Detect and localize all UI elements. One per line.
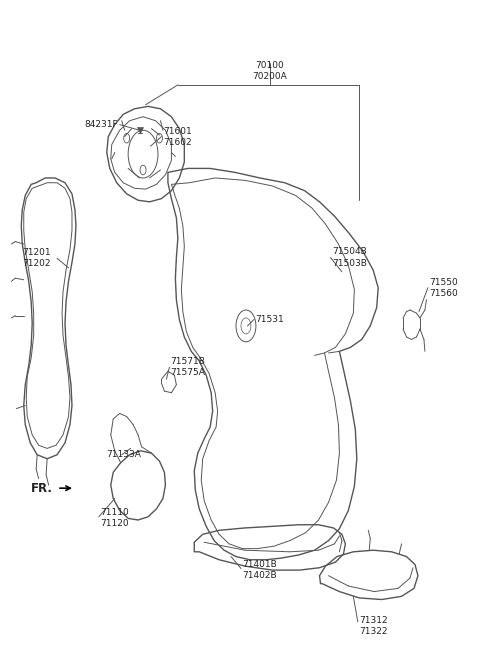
- Text: 71571B
71575A: 71571B 71575A: [170, 357, 205, 377]
- Text: 71550
71560: 71550 71560: [429, 278, 457, 298]
- Text: 71312
71322: 71312 71322: [360, 616, 388, 636]
- Text: FR.: FR.: [31, 481, 53, 495]
- Text: 71601
71602: 71601 71602: [163, 126, 192, 147]
- Text: 71133A: 71133A: [106, 450, 141, 459]
- Text: 84231F: 84231F: [84, 120, 118, 129]
- Text: 71401B
71402B: 71401B 71402B: [242, 560, 277, 580]
- Text: 70100
70200A: 70100 70200A: [252, 61, 287, 81]
- Text: 71504B
71503B: 71504B 71503B: [332, 248, 367, 267]
- Text: 71531: 71531: [255, 315, 284, 324]
- Text: 71201
71202: 71201 71202: [22, 248, 51, 269]
- Text: 71110
71120: 71110 71120: [100, 508, 129, 529]
